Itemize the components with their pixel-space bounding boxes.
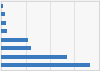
Bar xyxy=(1,46,31,50)
Bar xyxy=(1,38,28,42)
Bar xyxy=(1,29,7,33)
Bar xyxy=(1,55,67,59)
Bar xyxy=(1,21,6,25)
Bar xyxy=(1,4,3,8)
Bar xyxy=(1,63,90,67)
Bar xyxy=(1,12,5,16)
